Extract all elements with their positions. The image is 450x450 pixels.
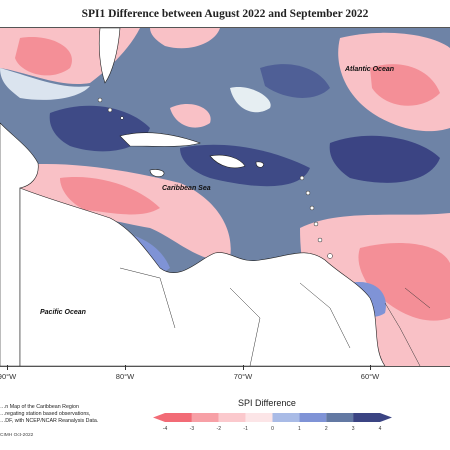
lon-tick-60w	[370, 365, 371, 370]
map-caption: …n Map of the Caribbean Region …regating…	[0, 404, 150, 424]
legend-color-cell	[191, 413, 219, 422]
caribbean-sea-label: Caribbean Sea	[162, 185, 211, 192]
legend-tick-label: 1	[297, 426, 301, 432]
south-america	[19, 187, 386, 366]
legend-title: SPI Difference	[238, 398, 296, 408]
jamaica	[149, 169, 165, 177]
lon-label-60w: 60°W	[360, 372, 380, 381]
legend-color-cell	[218, 413, 246, 422]
legend-tick-label: 2	[324, 426, 328, 432]
legend-tick-label: 4	[378, 426, 382, 432]
spi-difference-map: Atlantic Ocean Caribbean Sea Pacific Oce…	[0, 27, 450, 367]
legend-arrow-right	[380, 413, 392, 422]
small-islands	[97, 97, 333, 259]
caption-line: …n Map of the Caribbean Region	[0, 404, 79, 410]
lon-label-70w: 70°W	[233, 372, 253, 381]
cuba	[119, 132, 201, 147]
caption-line: …regating station based observations,	[0, 410, 91, 417]
legend-colorbar	[153, 413, 392, 422]
lon-tick-70w	[243, 365, 244, 370]
legend-color-cell	[353, 413, 380, 422]
legend-tick-label: -2	[216, 426, 221, 432]
florida	[98, 28, 121, 84]
lon-label-90w: 90°W	[0, 372, 17, 381]
legend-tick-label: 3	[351, 426, 355, 432]
pacific-ocean-label: Pacific Ocean	[40, 309, 86, 316]
lon-tick-90w	[7, 365, 8, 370]
map-title: SPI1 Difference between August 2022 and …	[81, 8, 369, 20]
near-zero-regions	[0, 68, 271, 113]
legend-color-cell	[326, 413, 354, 422]
legend-color-cell	[245, 413, 273, 422]
legend-tick-label: -3	[189, 426, 195, 432]
lon-label-80w: 80°W	[115, 372, 135, 381]
lon-tick-80w	[125, 365, 126, 370]
map-canvas	[0, 28, 450, 366]
legend-color-cell	[299, 413, 327, 422]
legend-tick-label: -4	[162, 426, 168, 432]
credit-text: CIMH Oct-2022	[0, 433, 34, 438]
legend-color-cell	[165, 413, 192, 422]
hispaniola	[209, 154, 246, 169]
land-masses	[0, 28, 386, 366]
legend-tick-label: 0	[271, 426, 274, 432]
legend-tick-label: -1	[243, 426, 248, 432]
legend-arrow-left	[153, 413, 165, 422]
atlantic-ocean-label: Atlantic Ocean	[345, 66, 395, 73]
caption-line: …DF, with NCEP/NCAR Reanalysis Data.	[0, 417, 99, 424]
puerto-rico	[255, 161, 264, 168]
legend-color-cell	[272, 413, 300, 422]
country-borders	[119, 267, 431, 366]
